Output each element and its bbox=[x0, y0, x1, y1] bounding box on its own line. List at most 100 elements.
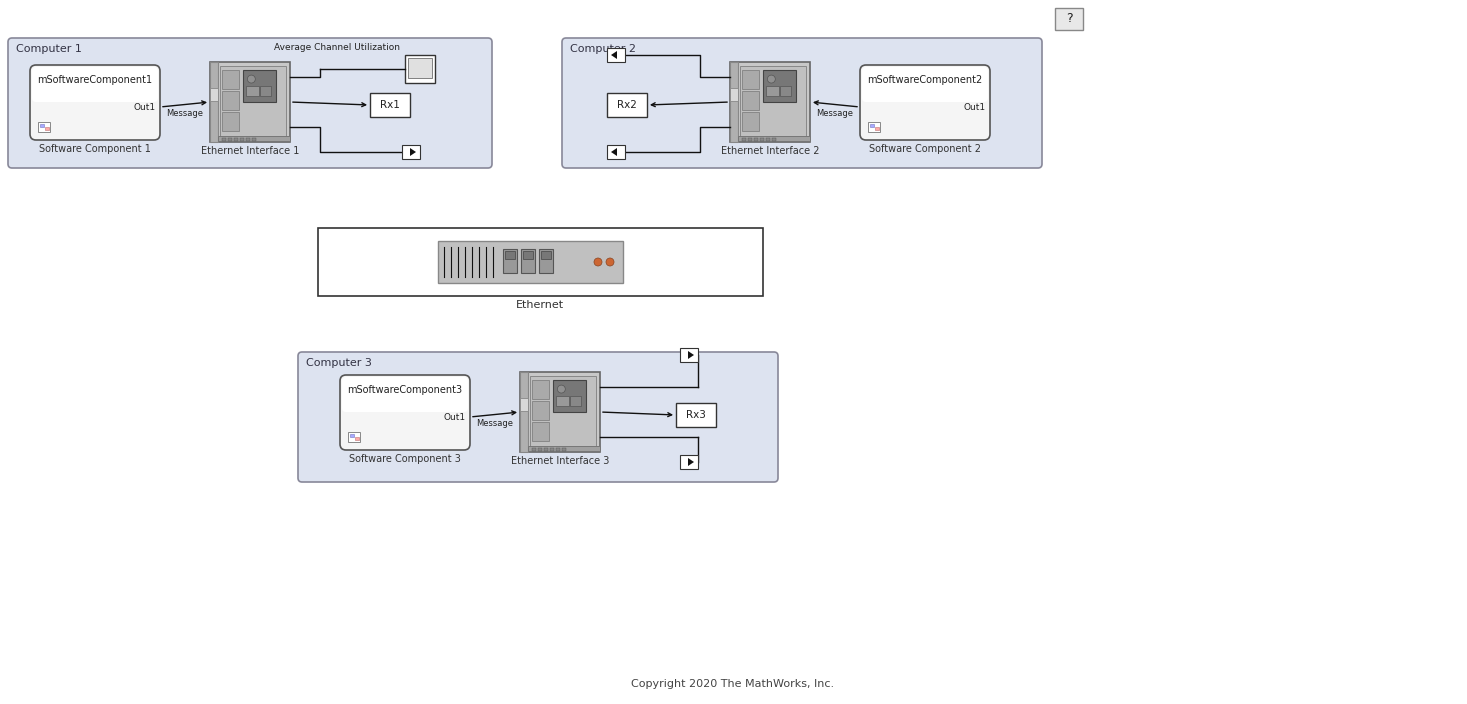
Bar bbox=[45, 127, 48, 130]
Bar bbox=[868, 122, 880, 132]
Bar bbox=[222, 112, 239, 131]
Bar bbox=[530, 376, 596, 448]
Text: Out1: Out1 bbox=[445, 413, 467, 422]
Bar bbox=[246, 138, 249, 141]
Text: Rx1: Rx1 bbox=[380, 100, 400, 110]
Bar bbox=[742, 138, 747, 141]
Text: Software Component 3: Software Component 3 bbox=[349, 454, 461, 464]
Bar bbox=[210, 62, 290, 142]
Bar bbox=[439, 241, 623, 283]
Text: Message: Message bbox=[817, 109, 854, 118]
Text: Software Component 1: Software Component 1 bbox=[40, 144, 151, 154]
Bar bbox=[870, 124, 874, 127]
Bar bbox=[731, 62, 738, 142]
Bar bbox=[505, 251, 515, 259]
Bar bbox=[607, 93, 647, 117]
Bar bbox=[235, 138, 238, 141]
Bar bbox=[402, 145, 420, 159]
Text: Ethernet Interface 3: Ethernet Interface 3 bbox=[511, 456, 609, 466]
Bar bbox=[503, 249, 516, 273]
Bar bbox=[544, 448, 549, 451]
Bar bbox=[766, 138, 770, 141]
Bar bbox=[538, 249, 553, 273]
Circle shape bbox=[248, 75, 255, 83]
Bar bbox=[227, 138, 232, 141]
Bar bbox=[222, 91, 239, 110]
Bar bbox=[318, 228, 763, 296]
Circle shape bbox=[557, 385, 565, 393]
Bar bbox=[528, 446, 600, 451]
Text: Rx2: Rx2 bbox=[618, 100, 637, 110]
Bar bbox=[754, 138, 758, 141]
Bar bbox=[1055, 8, 1083, 30]
Bar bbox=[219, 136, 290, 141]
Bar bbox=[519, 372, 600, 452]
Bar bbox=[533, 422, 549, 441]
Bar bbox=[405, 55, 436, 83]
Bar bbox=[562, 448, 566, 451]
Circle shape bbox=[767, 75, 776, 83]
FancyBboxPatch shape bbox=[342, 377, 468, 412]
Text: Ethernet: Ethernet bbox=[516, 300, 565, 310]
FancyBboxPatch shape bbox=[863, 67, 987, 102]
Text: Ethernet Interface 1: Ethernet Interface 1 bbox=[201, 146, 299, 156]
Bar bbox=[556, 396, 569, 406]
Text: Copyright 2020 The MathWorks, Inc.: Copyright 2020 The MathWorks, Inc. bbox=[631, 679, 835, 689]
Text: mSoftwareComponent3: mSoftwareComponent3 bbox=[348, 385, 462, 395]
Bar bbox=[874, 127, 879, 130]
Bar bbox=[40, 124, 44, 127]
Text: Out1: Out1 bbox=[964, 103, 986, 111]
Bar bbox=[533, 448, 535, 451]
Bar bbox=[541, 251, 552, 259]
FancyBboxPatch shape bbox=[7, 38, 491, 168]
Bar bbox=[760, 138, 764, 141]
Bar bbox=[519, 372, 528, 452]
Bar bbox=[553, 380, 587, 413]
Bar bbox=[38, 122, 50, 132]
Circle shape bbox=[606, 258, 615, 266]
Polygon shape bbox=[610, 51, 618, 59]
Bar bbox=[739, 66, 805, 138]
Bar bbox=[681, 455, 698, 469]
Bar bbox=[569, 396, 581, 406]
Bar bbox=[348, 432, 359, 442]
Bar bbox=[252, 138, 257, 141]
Bar bbox=[220, 66, 286, 138]
Text: Message: Message bbox=[166, 109, 204, 118]
Bar bbox=[556, 448, 560, 451]
Bar bbox=[763, 70, 797, 102]
Text: Ethernet Interface 2: Ethernet Interface 2 bbox=[720, 146, 819, 156]
Bar bbox=[408, 58, 431, 78]
Bar bbox=[222, 70, 239, 89]
Text: Computer 3: Computer 3 bbox=[307, 358, 371, 368]
Bar bbox=[731, 62, 810, 142]
Bar bbox=[355, 437, 359, 440]
Text: Out1: Out1 bbox=[133, 103, 156, 111]
Bar bbox=[779, 86, 791, 96]
Text: Message: Message bbox=[477, 419, 513, 428]
Circle shape bbox=[594, 258, 601, 266]
Bar bbox=[210, 62, 219, 142]
FancyBboxPatch shape bbox=[29, 65, 160, 140]
Bar bbox=[731, 88, 738, 101]
Bar bbox=[210, 88, 219, 101]
Bar bbox=[607, 48, 625, 62]
Bar bbox=[222, 138, 226, 141]
Bar bbox=[607, 145, 625, 159]
Bar bbox=[533, 380, 549, 399]
Bar bbox=[241, 138, 244, 141]
Bar bbox=[742, 70, 758, 89]
Bar bbox=[742, 91, 758, 110]
Text: Software Component 2: Software Component 2 bbox=[868, 144, 981, 154]
Bar bbox=[351, 434, 354, 437]
Bar bbox=[524, 251, 533, 259]
FancyBboxPatch shape bbox=[860, 65, 990, 140]
Polygon shape bbox=[688, 458, 694, 466]
Bar bbox=[538, 448, 541, 451]
Bar bbox=[533, 401, 549, 420]
Bar bbox=[370, 93, 409, 117]
Bar bbox=[766, 86, 779, 96]
Polygon shape bbox=[610, 148, 618, 156]
Text: mSoftwareComponent1: mSoftwareComponent1 bbox=[38, 75, 153, 85]
Text: Rx3: Rx3 bbox=[687, 410, 706, 420]
